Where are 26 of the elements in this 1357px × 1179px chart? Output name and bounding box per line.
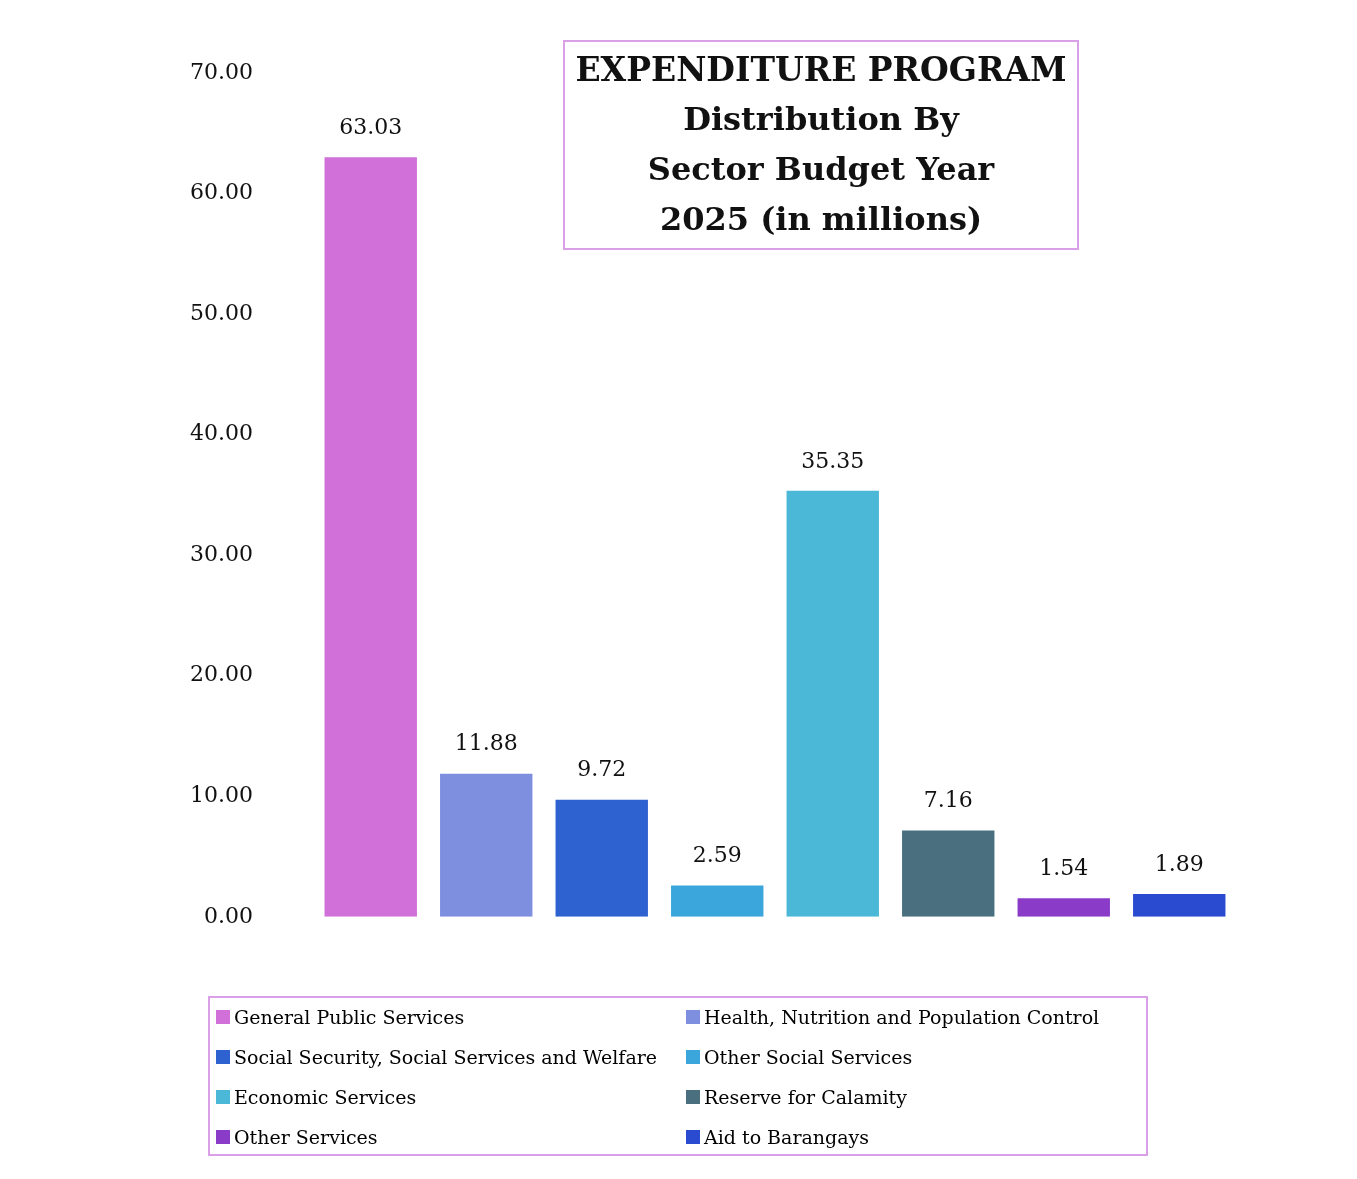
legend-label: Other Services: [234, 1126, 378, 1148]
text: Distribution By Sector Budget Year 2025 (in millions): [646, 99, 996, 240]
data-label: 1.89: [1154, 850, 1204, 876]
data-label: 2.59: [692, 842, 742, 868]
legend-label: Other Social Services: [704, 1046, 913, 1068]
data-label: 9.72: [577, 756, 627, 782]
y-tick-label: 10.00: [190, 782, 253, 807]
data-label: 7.16: [923, 787, 973, 813]
chart-title: EXPENDITURE PROGRAM: [574, 49, 1068, 91]
y-tick-label: 70.00: [190, 58, 253, 84]
data-label: 63.03: [339, 113, 403, 139]
legend-label: Economic Services: [234, 1086, 417, 1108]
y-tick-label: 0.00: [204, 902, 253, 928]
data-label: 35.35: [801, 447, 865, 473]
legend-label: General Public Services: [234, 1006, 465, 1028]
legend-label: Health, Nutrition and Population Control: [704, 1006, 1100, 1028]
legend-label: Social Security, Social Services and Welfare: [234, 1046, 658, 1068]
y-tick-label: 60.00: [190, 179, 253, 205]
legend-label: Aid to Barangays: [704, 1126, 870, 1148]
data-label: 1.54: [1039, 854, 1089, 880]
y-tick-label: 40.00: [190, 420, 253, 446]
y-tick-label: 50.00: [190, 299, 253, 325]
legend-label: Reserve for Calamity: [704, 1086, 907, 1108]
y-tick-label: 30.00: [190, 540, 253, 566]
y-tick-label: 20.00: [190, 661, 253, 687]
data-label: 11.88: [454, 730, 518, 756]
